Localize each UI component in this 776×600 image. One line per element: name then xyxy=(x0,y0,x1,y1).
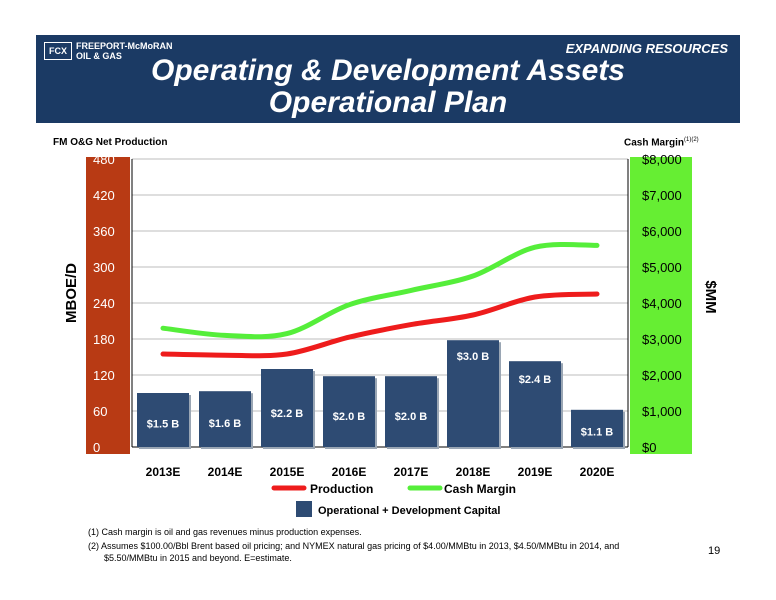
y-tick-label: 180 xyxy=(93,332,115,347)
y-tick-label: 120 xyxy=(93,368,115,383)
y-right-tick-label: $5,000 xyxy=(642,260,682,275)
x-tick-label: 2019E xyxy=(518,465,553,479)
legend-production-label: Production xyxy=(310,482,373,496)
right-axis-caption-text: Cash Margin xyxy=(624,137,685,149)
left-axis-band xyxy=(86,157,130,454)
x-tick-label: 2018E xyxy=(456,465,491,479)
x-tick-label: 2020E xyxy=(580,465,615,479)
right-axis-caption: Cash Margin(1)(2) xyxy=(624,137,699,148)
x-tick-label: 2015E xyxy=(270,465,305,479)
tagline: EXPANDING RESOURCES xyxy=(565,41,728,56)
capital-bar xyxy=(447,340,499,447)
slide-title-line-1: Operating & Development Assets xyxy=(150,54,625,87)
cash-margin-line xyxy=(160,241,600,340)
capital-bar xyxy=(571,409,623,447)
logo-text: FREEPORT-McMoRAN OIL & GAS xyxy=(76,41,173,61)
title-banner: FCX FREEPORT-McMoRAN OIL & GAS EXPANDING… xyxy=(36,35,740,123)
y-tick-label: 0 xyxy=(93,440,100,455)
capital-bar xyxy=(323,376,375,447)
bar-value-label: $2.0 B xyxy=(395,411,427,423)
y-right-tick-label: $1,000 xyxy=(642,404,682,419)
company-logo: FCX FREEPORT-McMoRAN OIL & GAS xyxy=(44,41,173,61)
capital-bar xyxy=(261,369,313,447)
y-axis-title: MBOE/D xyxy=(63,263,80,323)
y-tick-label: 420 xyxy=(93,188,115,203)
logo-mark-icon: FCX xyxy=(44,42,72,60)
y-tick-label: 360 xyxy=(93,224,115,239)
y-right-tick-label: $0 xyxy=(642,440,656,455)
bar-value-label: $3.0 B xyxy=(457,351,489,363)
y-right-tick-label: $6,000 xyxy=(642,224,682,239)
y-right-tick-label: $8,000 xyxy=(642,152,682,167)
x-tick-label: 2014E xyxy=(208,465,243,479)
x-tick-label: 2017E xyxy=(394,465,429,479)
y-tick-label: 300 xyxy=(93,260,115,275)
y-right-tick-label: $3,000 xyxy=(642,332,682,347)
right-axis-caption-footnote: (1)(2) xyxy=(684,137,699,143)
bar-value-label: $2.0 B xyxy=(333,411,365,423)
y-right-tick-label: $4,000 xyxy=(642,296,682,311)
bar-value-label: $1.6 B xyxy=(209,418,241,430)
right-axis-band xyxy=(630,157,692,454)
bar-value-label: $2.4 B xyxy=(519,374,551,386)
capital-bar xyxy=(385,376,437,447)
x-tick-label: 2013E xyxy=(146,465,181,479)
y-tick-label: 480 xyxy=(93,152,115,167)
y-tick-label: 60 xyxy=(93,404,107,419)
y-tick-label: 240 xyxy=(93,296,115,311)
y-right-tick-label: $7,000 xyxy=(642,188,682,203)
bar-value-label: $1.5 B xyxy=(147,419,179,431)
capital-bar xyxy=(137,393,189,447)
legend-capital-label: Operational + Development Capital xyxy=(318,505,500,517)
bar-value-label: $1.1 B xyxy=(581,426,613,438)
logo-line-1: FREEPORT-McMoRAN xyxy=(76,41,173,51)
page-number: 19 xyxy=(708,545,721,557)
bar-value-label: $2.2 B xyxy=(271,408,303,420)
legend-capital-swatch xyxy=(296,501,312,517)
left-axis-caption: FM O&G Net Production xyxy=(53,137,168,148)
logo-line-2: OIL & GAS xyxy=(76,51,122,61)
x-tick-label: 2016E xyxy=(332,465,367,479)
production-line xyxy=(160,291,600,359)
footnote-1: (1) Cash margin is oil and gas revenues … xyxy=(88,527,362,537)
capital-bar xyxy=(199,391,251,447)
footnote-3: $5.50/MMBtu in 2015 and beyond. E=estima… xyxy=(104,553,292,563)
y-right-axis-title: $MM xyxy=(702,280,719,313)
footnote-2: (2) Assumes $100.00/Bbl Brent based oil … xyxy=(88,541,620,551)
y-right-tick-label: $2,000 xyxy=(642,368,682,383)
capital-bar xyxy=(509,361,561,447)
slide-title-line-2: Operational Plan xyxy=(268,86,508,119)
legend-cash-margin-label: Cash Margin xyxy=(444,482,516,496)
